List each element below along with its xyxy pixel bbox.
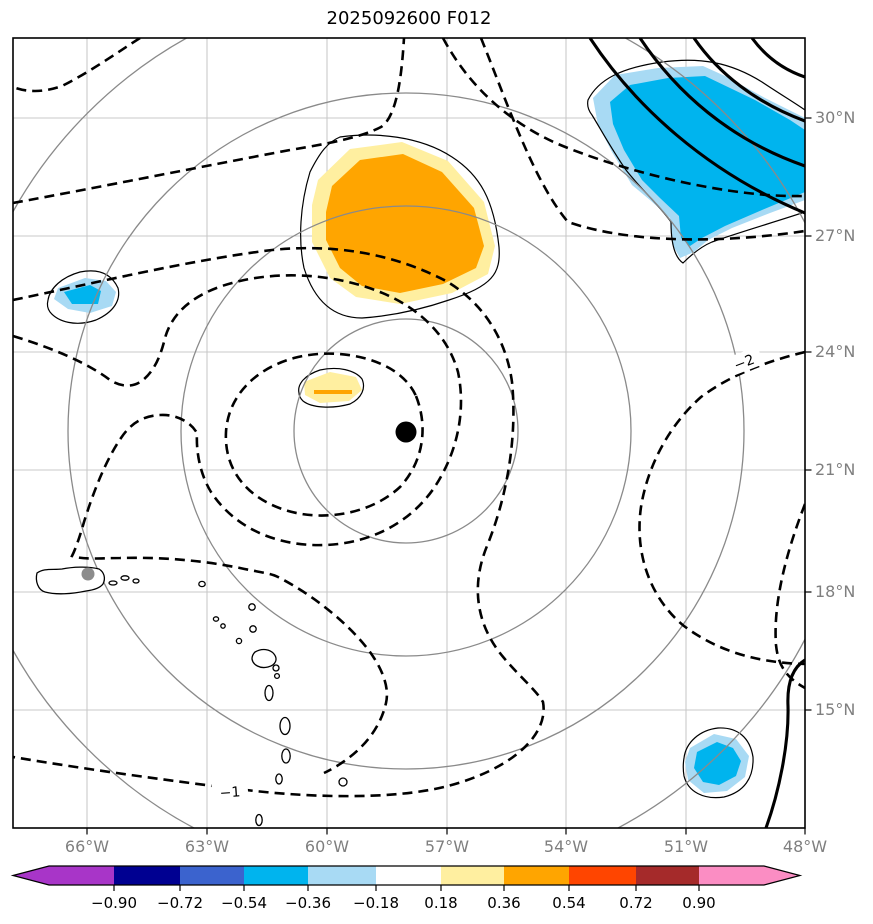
shaded-region-center-light — [304, 372, 362, 403]
colorbar-labels: −0.90 −0.72 −0.54 −0.36 −0.18 0.18 0.36 … — [91, 894, 716, 912]
cbar-tick-label: 0.72 — [619, 894, 652, 912]
x-tick-label: 57°W — [425, 837, 469, 856]
plot-title: 2025092600 F012 — [327, 8, 492, 29]
shaded-region-center-stripe — [314, 390, 352, 394]
puerto-rico — [35, 566, 106, 595]
x-tick-label: 48°W — [783, 837, 827, 856]
y-tick-label: 21°N — [815, 460, 855, 479]
shaded-regions — [54, 66, 805, 793]
cbar-tick-label: −0.54 — [221, 894, 267, 912]
y-axis-labels: 30°N 27°N 24°N 21°N 18°N 15°N — [815, 108, 855, 719]
cbar-tick-label: −0.90 — [91, 894, 137, 912]
x-tick-label: 63°W — [185, 837, 229, 856]
cbar-tick-label: −0.18 — [353, 894, 399, 912]
storm-center-marker — [395, 421, 417, 443]
map-area: −1 −2 — [13, 38, 805, 828]
cbar-tick-label: 0.54 — [552, 894, 585, 912]
cbar-tick-label: 0.90 — [682, 894, 715, 912]
negative-contours — [13, 38, 805, 798]
y-tick-label: 27°N — [815, 226, 855, 245]
x-tick-label: 66°W — [65, 837, 109, 856]
x-tick-label: 51°W — [664, 837, 708, 856]
shaded-region-southeast-core — [694, 742, 741, 785]
x-tick-label: 54°W — [544, 837, 588, 856]
coastlines — [35, 566, 348, 827]
y-tick-label: 18°N — [815, 582, 855, 601]
shaded-region-west-core — [64, 285, 101, 304]
reference-point-marker — [81, 567, 95, 581]
positive-contours — [588, 38, 805, 828]
contour-label-neg2: −2 — [723, 346, 765, 377]
contour-label-neg1: −1 — [211, 780, 249, 803]
colorbar-outline — [10, 865, 803, 886]
y-tick-label: 15°N — [815, 700, 855, 719]
y-tick-label: 30°N — [815, 108, 855, 127]
x-tick-label: 60°W — [305, 837, 349, 856]
cbar-tick-label: −0.36 — [285, 894, 331, 912]
colorbar-segments — [13, 866, 800, 885]
range-rings — [13, 38, 805, 828]
svg-text:−1: −1 — [219, 784, 241, 801]
shaded-region-north-core — [326, 154, 484, 293]
colorbar: −0.90 −0.72 −0.54 −0.36 −0.18 0.18 0.36 … — [10, 865, 803, 912]
y-tick-label: 24°N — [815, 342, 855, 361]
cbar-tick-label: −0.72 — [157, 894, 203, 912]
map-frame — [12, 37, 806, 829]
axis-tick-marks — [86, 117, 812, 835]
svg-text:−2: −2 — [732, 352, 757, 374]
cbar-tick-label: 0.36 — [487, 894, 520, 912]
island-chain — [108, 575, 348, 827]
x-axis-labels: 66°W 63°W 60°W 57°W 54°W 51°W 48°W — [65, 837, 827, 856]
colorbar-ticks — [113, 885, 700, 891]
cbar-tick-label: 0.18 — [424, 894, 457, 912]
